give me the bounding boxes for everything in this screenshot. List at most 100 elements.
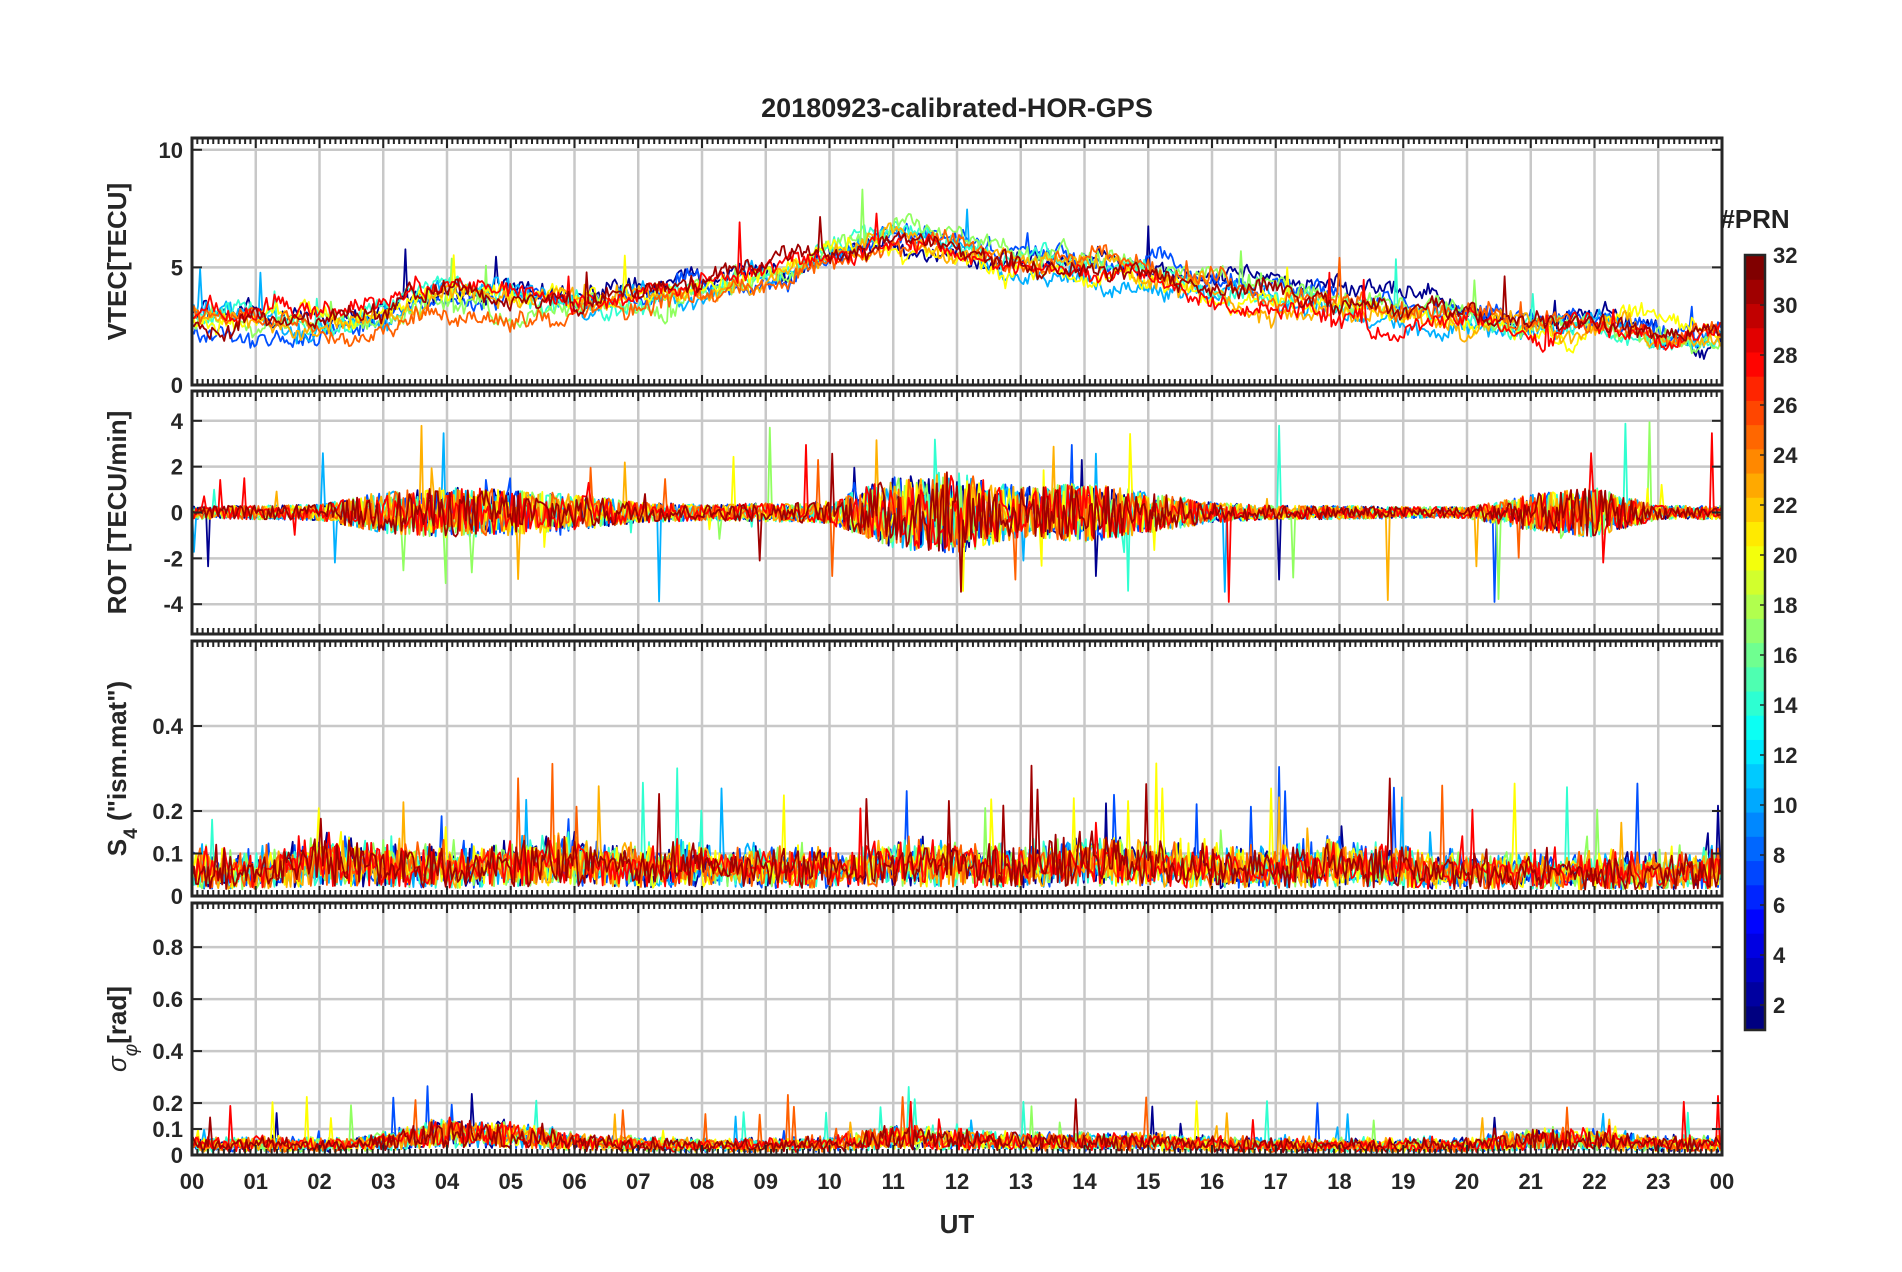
colorbar-swatch [1745, 981, 1765, 1007]
colorbar-swatch [1745, 327, 1765, 353]
colorbar-swatch [1745, 351, 1765, 377]
colorbar-tick-label: 30 [1773, 293, 1797, 318]
y-tick-label: 0 [171, 373, 183, 398]
y-tick-label: 0.1 [152, 842, 183, 867]
y-tick-label: 10 [159, 138, 183, 163]
x-tick-label: 19 [1391, 1169, 1415, 1194]
y-tick-label: 0 [171, 501, 183, 526]
x-tick-label: 02 [307, 1169, 331, 1194]
series-group [192, 421, 1722, 603]
x-tick-label: 20 [1455, 1169, 1479, 1194]
panel-sigphi: 00.10.20.40.60.8σφ[rad]00 01 02 03 04 05 06 07 0… [102, 901, 1734, 1194]
colorbar-swatch [1745, 1005, 1765, 1031]
colorbar-swatch [1745, 594, 1765, 619]
colorbar-tick-label: 20 [1773, 543, 1797, 568]
y-tick-label: 0.2 [152, 799, 183, 824]
series-prn-trace [192, 215, 1722, 342]
x-ticks [191, 641, 1723, 896]
y-axis-label: S4 ("ism.mat") [102, 681, 142, 856]
x-tick-label: 04 [435, 1169, 460, 1194]
x-tick-label: 21 [1519, 1169, 1543, 1194]
x-ticks [191, 138, 1723, 385]
colorbar-tick-label: 16 [1773, 643, 1797, 668]
colorbar-swatch [1745, 763, 1765, 789]
y-axis: -4 -2 0 2 4 [163, 409, 1722, 617]
x-ticks [191, 391, 1723, 634]
y-tick-label: 0.6 [152, 987, 183, 1012]
colorbar-swatch [1745, 303, 1765, 329]
x-tick-label: 00 [1710, 1169, 1734, 1194]
colorbar-swatch [1745, 884, 1765, 910]
colorbar-tick-label: 12 [1773, 743, 1797, 768]
x-tick-label: 07 [626, 1169, 650, 1194]
colorbar-swatch [1745, 569, 1765, 595]
colorbar-tick-label: 28 [1773, 343, 1797, 368]
colorbar-swatch [1745, 642, 1765, 668]
colorbar-label: #PRN [1720, 204, 1789, 234]
y-tick-label: 4 [171, 409, 184, 434]
x-axis: 00 01 02 03 04 05 06 07 08 09 10 11 12 13 14 15 16 17 18 19… [180, 1169, 1734, 1194]
x-tick-label: 10 [817, 1169, 841, 1194]
y-tick-label: -4 [163, 592, 183, 617]
colorbar-swatch [1745, 255, 1765, 280]
y-tick-label: 0.1 [152, 1117, 183, 1142]
colorbar-frame [1743, 253, 1767, 1032]
colorbar-swatch [1745, 690, 1765, 716]
x-tick-label: 06 [562, 1169, 586, 1194]
x-tick-label: 09 [754, 1169, 778, 1194]
colorbar-swatch [1745, 860, 1765, 886]
y-axis-label: VTEC[TECU] [102, 183, 132, 340]
x-tick-label: 18 [1327, 1169, 1351, 1194]
x-tick-label: 05 [499, 1169, 523, 1194]
colorbar-tick-label: 22 [1773, 493, 1797, 518]
colorbar-tick-label: 2 [1773, 993, 1785, 1018]
y-axis-label: σφ[rad] [102, 986, 142, 1072]
x-tick-label: 15 [1136, 1169, 1160, 1194]
x-tick-label: 14 [1072, 1169, 1097, 1194]
colorbar-swatch [1745, 812, 1765, 837]
panel-s4: 0 0.1 0.2 0.4 S4 ("ism.mat") [102, 639, 1724, 909]
colorbar-tick-label: 18 [1773, 593, 1797, 618]
x-tick-label: 00 [180, 1169, 204, 1194]
x-tick-label: 16 [1200, 1169, 1224, 1194]
y-axis: 00.10.2 0.4 0.6 0.8 [152, 935, 1722, 1168]
panel-rot: -4 -2 0 2 4 ROT [TECU/min] [102, 389, 1724, 636]
x-axis-label: UT [940, 1209, 975, 1239]
y-tick-label: 2 [171, 455, 183, 480]
colorbar-tick-label: 4 [1773, 943, 1786, 968]
colorbar-swatch [1745, 376, 1765, 401]
x-tick-label: 03 [371, 1169, 395, 1194]
x-tick-label: 12 [945, 1169, 969, 1194]
series-group [192, 762, 1722, 891]
y-tick-label: 0.2 [152, 1091, 183, 1116]
colorbar-swatch [1745, 715, 1765, 740]
colorbar-swatch [1745, 448, 1765, 474]
y-tick-label: 0 [171, 1143, 183, 1168]
colorbar-swatch [1745, 739, 1765, 765]
colorbar-swatch [1745, 279, 1765, 305]
colorbar-swatch [1745, 787, 1765, 813]
colorbar-swatch [1745, 618, 1765, 644]
colorbar-swatch [1745, 521, 1765, 547]
colorbar-swatch [1745, 836, 1765, 862]
x-tick-label: 11 [882, 1169, 905, 1194]
x-tick-label: 13 [1009, 1169, 1033, 1194]
y-tick-label: 0 [171, 884, 183, 909]
colorbar-swatch [1745, 400, 1765, 426]
y-tick-label: 0.4 [152, 1039, 183, 1064]
series-prn-trace [192, 212, 1722, 353]
colorbar-swatch [1745, 933, 1765, 958]
colorbar-swatch [1745, 545, 1765, 571]
series-group [192, 188, 1722, 360]
colorbar-tick-label: 24 [1773, 443, 1798, 468]
series-prn-trace [192, 452, 1722, 593]
x-tick-label: 17 [1264, 1169, 1288, 1194]
x-ticks [191, 903, 1723, 1155]
colorbar-swatch [1745, 424, 1765, 450]
series-prn-trace [192, 764, 1722, 891]
y-tick-label: 0.4 [152, 714, 183, 739]
colorbar-tick-label: 10 [1773, 793, 1797, 818]
